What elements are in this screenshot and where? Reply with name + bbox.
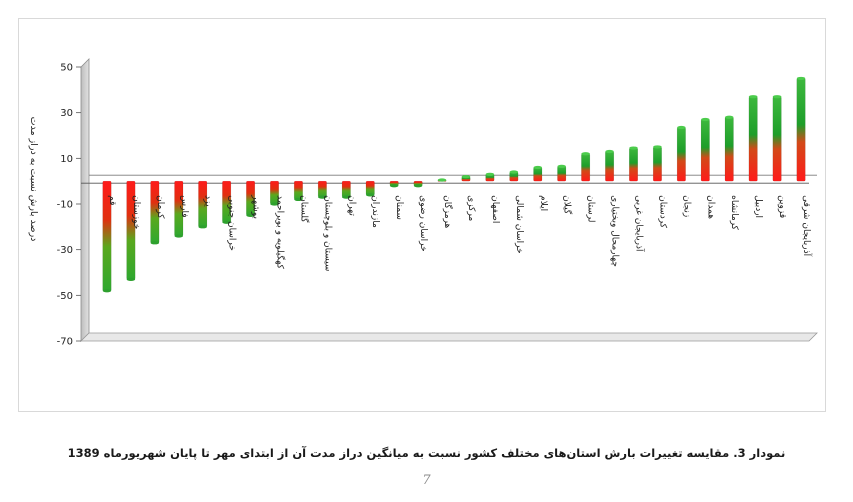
bar <box>652 146 662 182</box>
category-label: قزوین <box>777 195 787 218</box>
y-tick-label: 50 <box>60 63 73 74</box>
bar-cap <box>485 172 495 176</box>
y-tick-label: 10 <box>60 154 73 165</box>
category-label: هرمزگان <box>442 195 454 228</box>
bar <box>724 116 734 182</box>
category-label: کرمان <box>155 195 165 219</box>
bar-cap <box>796 76 806 81</box>
bar-cap <box>294 197 303 202</box>
bar <box>676 127 686 182</box>
bar-cap <box>629 146 638 150</box>
bar-cap <box>102 289 112 293</box>
category-label: تهران <box>346 195 356 216</box>
category-label: آذربایجان شرقی <box>801 195 813 256</box>
bar-cap <box>246 213 255 218</box>
bar-cap <box>653 145 662 149</box>
category-label: خراسان شمالی <box>514 195 524 254</box>
category-label: کردستان <box>657 195 667 229</box>
bar <box>557 166 567 182</box>
y-tick-label: -30 <box>57 245 73 256</box>
bar-cap <box>437 178 447 182</box>
category-label: چهارمحال وبختیاری <box>610 195 620 267</box>
bar-cap <box>557 164 566 168</box>
category-label: ایلام <box>538 195 548 211</box>
category-label: لرستان <box>586 195 596 222</box>
category-label: سمنان <box>394 195 404 220</box>
bar-cap <box>270 202 279 206</box>
bar <box>629 147 638 182</box>
bar <box>748 96 758 182</box>
category-label: آذربایجان غربی <box>634 195 646 252</box>
bar-cap <box>724 115 734 119</box>
bar-cap <box>677 125 686 130</box>
chart-floor <box>80 332 818 342</box>
bar-cap <box>198 225 207 229</box>
page-number: 7 <box>422 473 431 488</box>
bar-cap <box>365 193 375 197</box>
y-tick-label: -50 <box>57 291 73 302</box>
bar-cap <box>701 117 710 122</box>
category-label: زنجان <box>681 195 691 217</box>
category-label: بوشهر <box>251 194 261 219</box>
bar-cap <box>748 95 758 99</box>
y-axis-title: درصد بارش نسبت به دراز مدت <box>28 117 39 242</box>
y-tick-label: -10 <box>57 200 73 211</box>
y-tick-label: -70 <box>57 337 73 348</box>
bar <box>605 151 615 182</box>
bar <box>581 153 591 182</box>
category-label: قم <box>107 195 117 205</box>
bar-cap <box>126 277 136 281</box>
bar-cap <box>389 184 399 188</box>
category-label: گلستان <box>298 195 310 223</box>
bar-cap <box>174 234 184 238</box>
bar <box>533 167 543 182</box>
bar-cap <box>772 95 782 99</box>
figure-caption: نمودار 3. مقایسه تغییرات بارش استان‌های … <box>67 446 786 460</box>
category-label: فارس <box>179 195 189 217</box>
category-label: همدان <box>705 195 715 219</box>
bar <box>700 119 710 182</box>
chart-frame: 50 30 10 -10 -30 -50 -70 درصد بارش نسبت به دراز… <box>18 18 826 412</box>
category-label: خراسان رضوی <box>418 195 428 251</box>
category-label: مرکزی <box>466 195 476 221</box>
bar-cap <box>581 152 590 156</box>
category-label: مازندران <box>370 195 380 228</box>
bar-cap <box>222 220 231 224</box>
bar <box>772 96 782 182</box>
bar-chart: 50 30 10 -10 -30 -50 -70 درصد بارش نسبت به دراز… <box>28 58 818 348</box>
y-axis-wall <box>80 58 90 342</box>
category-label: کرمانشاه <box>729 195 739 231</box>
category-label: اردبیل <box>753 195 763 218</box>
bar <box>365 180 375 196</box>
category-label: اصفهان <box>490 195 500 223</box>
bar-cap <box>605 149 614 154</box>
category-label: خراسان جنوبی <box>227 195 237 251</box>
bar-cap <box>318 195 327 199</box>
category-label: خوزستان <box>131 195 141 229</box>
bar-cap <box>342 195 351 199</box>
bar-cap <box>461 175 471 179</box>
bar <box>796 78 806 182</box>
bar-cap <box>413 184 423 188</box>
category-label: گیلان <box>562 195 574 215</box>
y-tick-label: 30 <box>60 108 73 119</box>
category-label: یزد <box>203 195 213 207</box>
category-label: کهگیلویه و بویراحمد <box>275 195 287 269</box>
bar-cap <box>150 241 160 245</box>
bar-cap <box>509 170 519 174</box>
category-label: سیستان و بلوچستان <box>322 195 332 271</box>
bar-cap <box>533 165 543 170</box>
